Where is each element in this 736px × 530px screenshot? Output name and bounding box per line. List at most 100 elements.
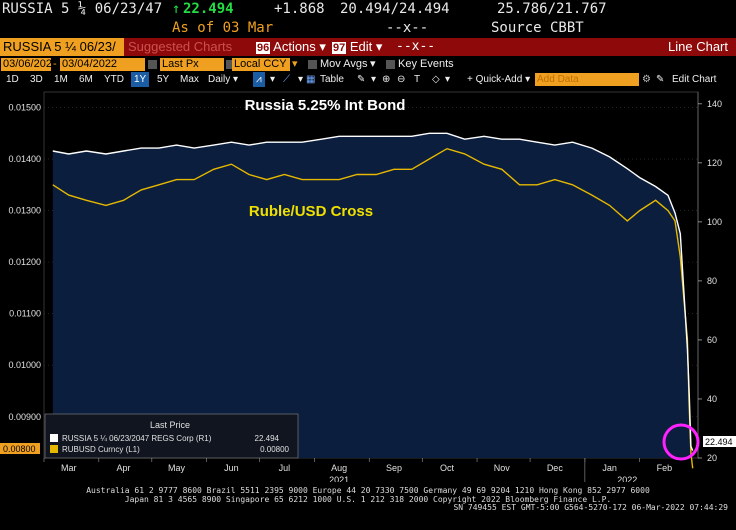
- highlight-circle: [662, 423, 700, 461]
- period-1m[interactable]: 1M: [54, 74, 68, 85]
- quote-dashes: --x--: [386, 20, 429, 36]
- left-tick-label: 0.01200: [8, 257, 41, 267]
- edit-chart-icon[interactable]: ✎: [656, 74, 665, 85]
- quick-add-button[interactable]: + Quick-Add ▾: [467, 74, 531, 85]
- year-label-2021: 2021: [329, 475, 349, 482]
- x-tick-label: Feb: [657, 463, 673, 473]
- left-tick-label: 0.01400: [8, 154, 41, 164]
- mov-avgs-checkbox[interactable]: [308, 60, 317, 69]
- x-tick-label: Oct: [440, 463, 455, 473]
- up-arrow-icon: ↑: [172, 1, 181, 17]
- text-tool-icon[interactable]: T: [414, 74, 421, 85]
- suggested-charts-button[interactable]: Suggested Charts: [128, 39, 233, 54]
- mov-avgs-dropdown-icon[interactable]: ▾: [370, 58, 376, 70]
- actions-menu[interactable]: 96 Actions ▾: [252, 39, 326, 55]
- table-icon[interactable]: ▦: [306, 74, 316, 85]
- left-tick-label: 0.01000: [8, 360, 41, 370]
- field-dropdown-icon[interactable]: [226, 60, 235, 69]
- mov-avgs-label: Mov Avgs: [320, 58, 368, 70]
- right-tick-label: 60: [707, 335, 717, 345]
- x-tick-label: Apr: [117, 463, 131, 473]
- footer-line-2: Japan 81 3 4565 8900 Singapore 65 6212 1…: [124, 494, 612, 504]
- settings-icon[interactable]: ⚙: [642, 74, 651, 85]
- line-style-icon[interactable]: ⟋: [283, 74, 290, 85]
- calendar-icon[interactable]: [148, 60, 157, 69]
- footer: Australia 61 2 9777 8600 Brazil 5511 239…: [0, 486, 736, 530]
- left-tick-label: 0.01300: [8, 206, 41, 216]
- quote-bar: RUSSIA 5 ¼ 06/23/47 ↑ 22.494 +1.868 20.4…: [0, 0, 736, 19]
- period-6m[interactable]: 6M: [79, 74, 93, 85]
- add-data-input[interactable]: Add Data: [535, 73, 639, 86]
- edit-chart-button[interactable]: Edit Chart: [672, 74, 717, 85]
- right-tick-label: 100: [707, 217, 722, 227]
- frequency-select[interactable]: Daily ▾: [208, 74, 239, 85]
- right-tick-label: 120: [707, 158, 722, 168]
- quote-subline: As of 03 Mar --x-- Source CBBT: [0, 19, 736, 37]
- left-y-axis: 0.01500 0.01400 0.01300 0.01200 0.01100 0.010…: [8, 102, 41, 421]
- key-events-checkbox[interactable]: [386, 60, 395, 69]
- period-5y[interactable]: 5Y: [157, 74, 170, 85]
- crosshair-icon[interactable]: ⊕: [382, 74, 391, 85]
- eraser-icon[interactable]: ◇: [432, 74, 440, 85]
- annotate-icon[interactable]: ✎: [357, 74, 366, 85]
- period-1d[interactable]: 1D: [6, 74, 19, 85]
- field-select[interactable]: Last Px: [160, 58, 224, 71]
- period-max[interactable]: Max: [180, 74, 199, 85]
- legend-header: Last Price: [150, 420, 190, 430]
- edit-menu[interactable]: 97 Edit ▾: [328, 39, 382, 55]
- bid-ask: 20.494/24.494: [340, 1, 450, 17]
- period-1y[interactable]: 1Y: [131, 72, 150, 87]
- x-tick-label: Dec: [547, 463, 564, 473]
- footer-line-3: SN 749455 EST GMT-5:00 G564-5270-172 06-…: [453, 503, 728, 513]
- zoom-icon[interactable]: ⊖: [397, 74, 406, 85]
- bond-last-tag-text: 22.494: [705, 437, 733, 447]
- toolbar-dashes: --x--: [396, 39, 436, 54]
- line-chart-icon[interactable]: ⩘: [253, 72, 265, 87]
- edit-label: Edit ▾: [349, 39, 383, 54]
- left-tick-label: 0.01500: [8, 102, 41, 112]
- right-tick-label: 140: [707, 99, 722, 109]
- bond-series-line: [52, 132, 694, 451]
- footer-line-1: Australia 61 2 9777 8600 Brazil 5511 239…: [86, 486, 650, 495]
- line-chart[interactable]: 0.01500 0.01400 0.01300 0.01200 0.01100 0.010…: [0, 88, 736, 482]
- as-of-date: As of 03 Mar: [172, 20, 274, 36]
- net-change: +1.868: [274, 1, 325, 17]
- currency-dropdown-icon[interactable]: ▾: [292, 58, 298, 70]
- line-style-dropdown-icon[interactable]: ▾: [298, 74, 304, 85]
- bond-annotation: Russia 5.25% Int Bond: [245, 97, 406, 114]
- chart-type-dropdown-icon[interactable]: ▾: [270, 74, 276, 85]
- legend-ruble-value: 0.00800: [260, 445, 289, 454]
- legend-bond-value: 22.494: [255, 434, 280, 443]
- x-tick-label: Nov: [494, 463, 511, 473]
- start-date-input[interactable]: 03/06/2021: [1, 58, 59, 71]
- chart-toolbar: 1D 3D 1M 6M YTD 1Y 5Y Max Daily ▾ ⩘ ▾ ⟋ …: [0, 72, 736, 87]
- x-tick-label: Jan: [602, 463, 617, 473]
- x-tick-label: May: [168, 463, 186, 473]
- x-tick-label: Sep: [386, 463, 402, 473]
- annotate-dropdown-icon[interactable]: ▾: [371, 74, 377, 85]
- legend-box: [44, 413, 299, 459]
- period-ytd[interactable]: YTD: [104, 74, 124, 85]
- ruble-last-tag: [0, 443, 40, 454]
- security-field[interactable]: RUSSIA 5 ¼ 06/23/: [0, 38, 124, 56]
- ruble-last-tag-text: 0.00800: [3, 444, 36, 454]
- eraser-dropdown-icon[interactable]: ▾: [445, 74, 451, 85]
- x-axis: Mar Apr May Jun Jul Aug Sep Oct Nov Dec Jan Feb 2021…: [43, 458, 673, 482]
- legend-swatch-bond: [50, 434, 58, 442]
- actions-number: 96: [256, 42, 271, 54]
- year-label-2022: 2022: [617, 475, 637, 482]
- right-tick-label: 80: [707, 276, 717, 286]
- x-tick-label: Aug: [331, 463, 347, 473]
- ruble-annotation: Ruble/USD Cross: [249, 203, 373, 220]
- legend-ruble-name: RUBUSD Curncy (L1): [62, 445, 140, 454]
- range-dash: -: [53, 58, 57, 70]
- bond-area-fill: [52, 133, 693, 459]
- x-tick-label: Mar: [61, 463, 77, 473]
- currency-select[interactable]: Local CCY: [232, 58, 290, 71]
- table-button[interactable]: Table: [320, 74, 344, 85]
- date-range-row: 03/06/2021 - 03/04/2022 Last Px Local CC…: [0, 57, 736, 72]
- edit-number: 97: [332, 42, 347, 54]
- ticker: RUSSIA 5 ¼ 06/23/47: [2, 1, 163, 17]
- period-3d[interactable]: 3D: [30, 74, 43, 85]
- end-date-input[interactable]: 03/04/2022: [60, 58, 145, 71]
